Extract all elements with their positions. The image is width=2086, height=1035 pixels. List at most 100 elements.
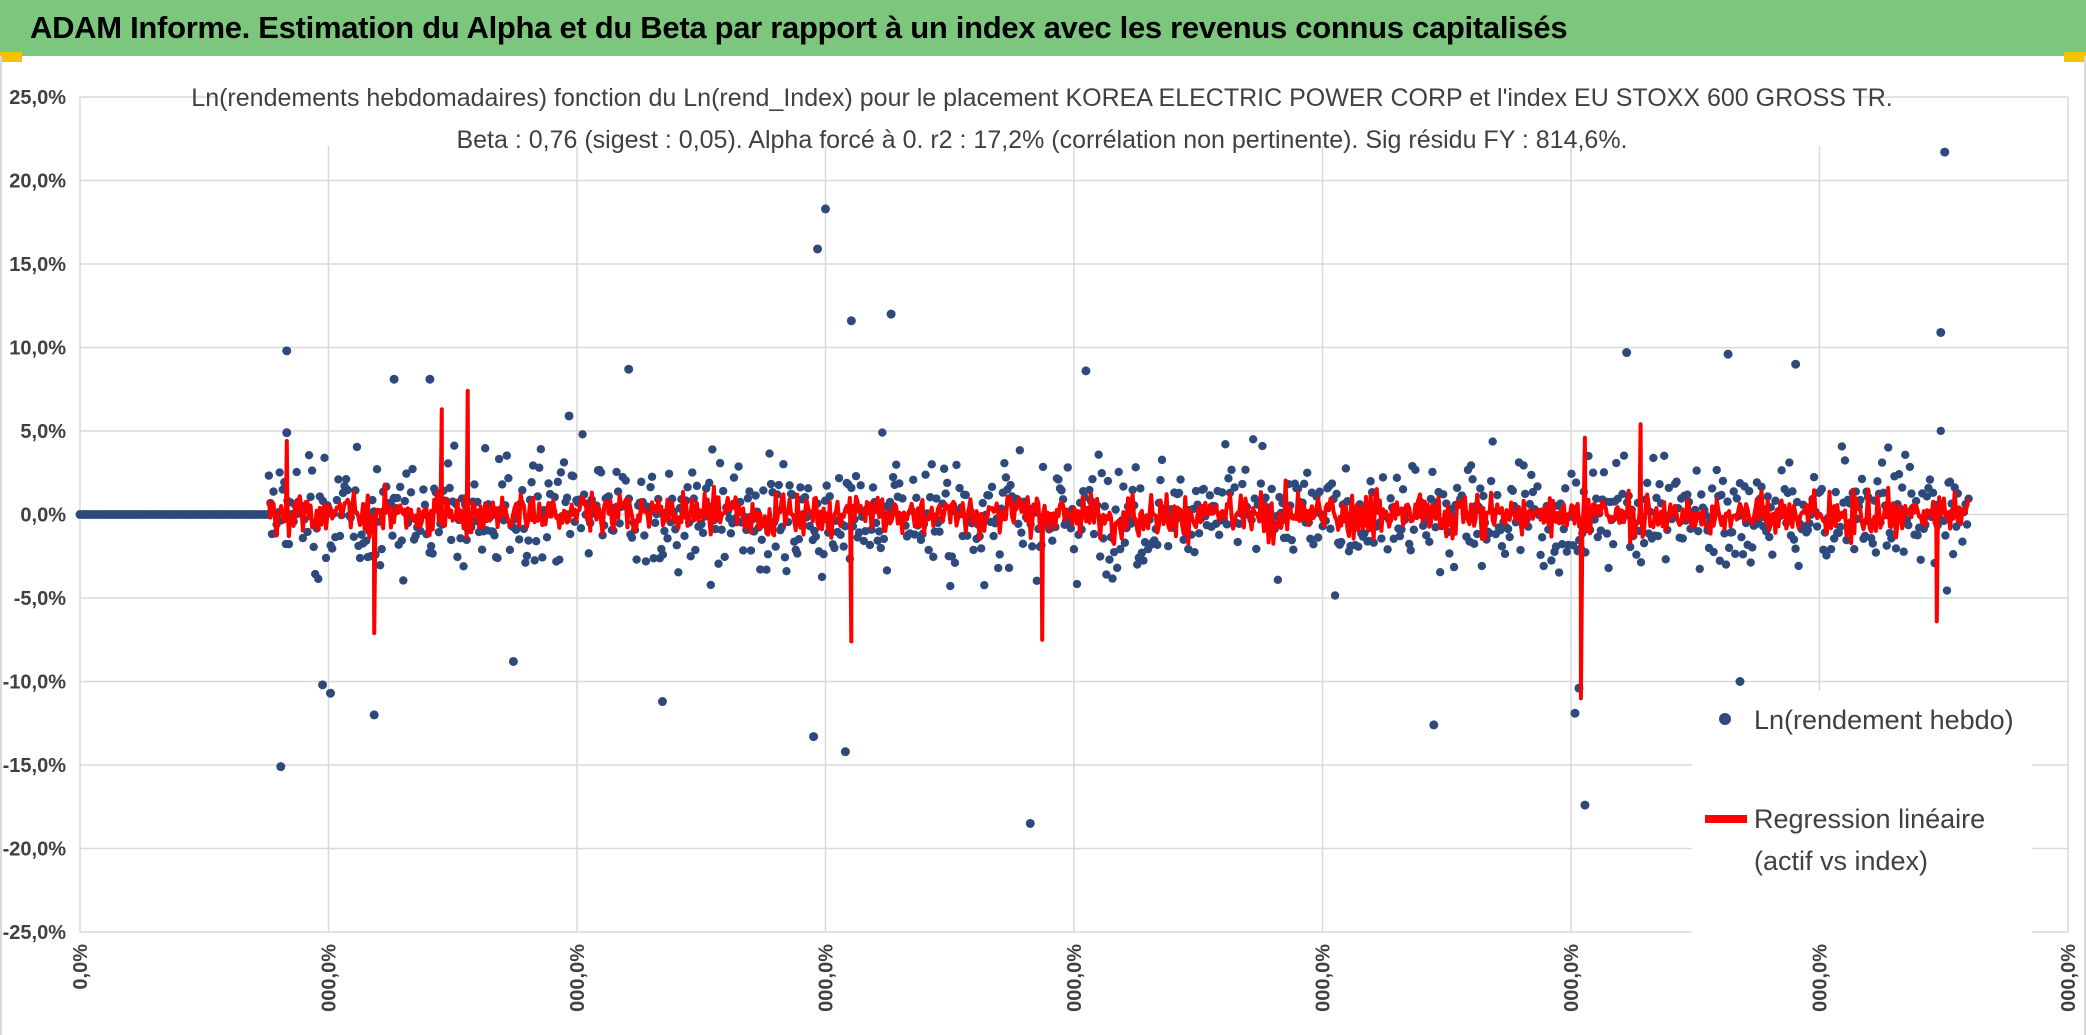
data-point bbox=[1398, 485, 1408, 494]
data-point bbox=[886, 309, 896, 319]
data-point bbox=[1057, 486, 1066, 495]
y-tick-label: -15,0% bbox=[3, 755, 67, 777]
data-point bbox=[1928, 488, 1938, 498]
data-point bbox=[1528, 487, 1538, 497]
data-point bbox=[1425, 537, 1434, 547]
data-point bbox=[1729, 487, 1738, 496]
data-point bbox=[1120, 538, 1130, 547]
data-point bbox=[1593, 532, 1602, 542]
data-point bbox=[961, 490, 970, 500]
data-point bbox=[743, 494, 753, 503]
data-point bbox=[1905, 462, 1915, 472]
data-point bbox=[1378, 473, 1388, 482]
data-point bbox=[1137, 548, 1147, 557]
x-tick-label: 000,0% bbox=[1561, 944, 1583, 1012]
data-point bbox=[672, 541, 681, 550]
data-point bbox=[1493, 490, 1502, 500]
data-point bbox=[504, 473, 513, 483]
data-point bbox=[1803, 525, 1813, 535]
data-point bbox=[1114, 467, 1123, 477]
data-point bbox=[757, 535, 766, 544]
data-point bbox=[542, 533, 552, 542]
data-point bbox=[1639, 538, 1649, 548]
regression-series bbox=[266, 388, 1971, 701]
title-background bbox=[217, 66, 1857, 146]
data-point bbox=[615, 519, 624, 528]
data-point bbox=[1313, 533, 1323, 542]
y-tick-label: -10,0% bbox=[3, 672, 67, 694]
data-point bbox=[1904, 520, 1913, 530]
data-point bbox=[428, 549, 437, 558]
data-point bbox=[924, 545, 933, 555]
data-point bbox=[1054, 475, 1063, 484]
data-point bbox=[1653, 531, 1663, 541]
data-point bbox=[1293, 484, 1303, 493]
data-point bbox=[1476, 484, 1485, 493]
data-point bbox=[1940, 147, 1950, 157]
data-point bbox=[1952, 522, 1961, 531]
data-point bbox=[408, 464, 417, 474]
data-point bbox=[1108, 574, 1117, 583]
data-point bbox=[1004, 563, 1014, 573]
data-point bbox=[480, 444, 490, 453]
data-point bbox=[1452, 483, 1462, 493]
data-point bbox=[1693, 526, 1703, 536]
data-point bbox=[1488, 437, 1497, 446]
x-tick-label: 000,0% bbox=[1064, 944, 1086, 1012]
data-point bbox=[865, 540, 875, 550]
data-point bbox=[1622, 348, 1632, 358]
data-point bbox=[1850, 544, 1859, 554]
data-point bbox=[493, 553, 502, 563]
data-point bbox=[1267, 484, 1276, 494]
data-point bbox=[927, 460, 936, 469]
data-point bbox=[888, 472, 898, 482]
data-point bbox=[868, 483, 878, 492]
y-tick-label: 15,0% bbox=[9, 254, 66, 276]
data-point bbox=[1812, 522, 1822, 531]
data-point bbox=[1765, 532, 1774, 542]
data-point bbox=[1632, 550, 1641, 559]
x-tick-label: 000,0% bbox=[1313, 944, 1335, 1012]
data-point bbox=[1604, 563, 1613, 573]
data-point bbox=[935, 527, 944, 536]
data-point bbox=[416, 526, 425, 536]
x-tick-label: 000,0% bbox=[1810, 944, 1832, 1012]
data-point bbox=[1712, 465, 1721, 475]
data-point bbox=[813, 244, 823, 254]
data-point bbox=[389, 374, 399, 384]
data-point bbox=[282, 428, 292, 438]
data-point bbox=[1473, 529, 1482, 539]
data-point bbox=[1899, 547, 1908, 556]
data-point bbox=[846, 316, 856, 326]
data-point bbox=[352, 442, 362, 452]
chart-frame: Ln(rendements hebdomadaires) fonction du… bbox=[0, 56, 2086, 1035]
data-point bbox=[1516, 545, 1525, 555]
data-point bbox=[867, 525, 876, 534]
data-point bbox=[1303, 468, 1312, 477]
data-point bbox=[856, 481, 865, 490]
data-point bbox=[1882, 541, 1891, 550]
data-point bbox=[1224, 474, 1233, 483]
data-point bbox=[1097, 469, 1106, 478]
data-point bbox=[734, 462, 743, 471]
data-point bbox=[1757, 482, 1766, 492]
data-point bbox=[1789, 535, 1799, 544]
data-point bbox=[825, 492, 834, 501]
data-point bbox=[1649, 453, 1658, 463]
data-point bbox=[1330, 591, 1340, 600]
data-point bbox=[1479, 491, 1488, 501]
data-point bbox=[950, 558, 960, 568]
data-point bbox=[658, 550, 668, 559]
data-point bbox=[375, 561, 385, 570]
chart-title-line2: Beta : 0,76 (sigest : 0,05). Alpha forcé… bbox=[456, 126, 1627, 154]
data-point bbox=[1063, 463, 1072, 472]
data-point bbox=[406, 488, 416, 497]
data-point bbox=[1709, 547, 1718, 557]
data-point bbox=[1095, 552, 1105, 561]
data-point bbox=[1619, 451, 1629, 460]
data-point bbox=[264, 471, 274, 480]
data-point bbox=[490, 531, 499, 540]
data-point bbox=[612, 467, 621, 477]
data-point bbox=[1435, 568, 1445, 577]
data-point bbox=[879, 534, 889, 544]
